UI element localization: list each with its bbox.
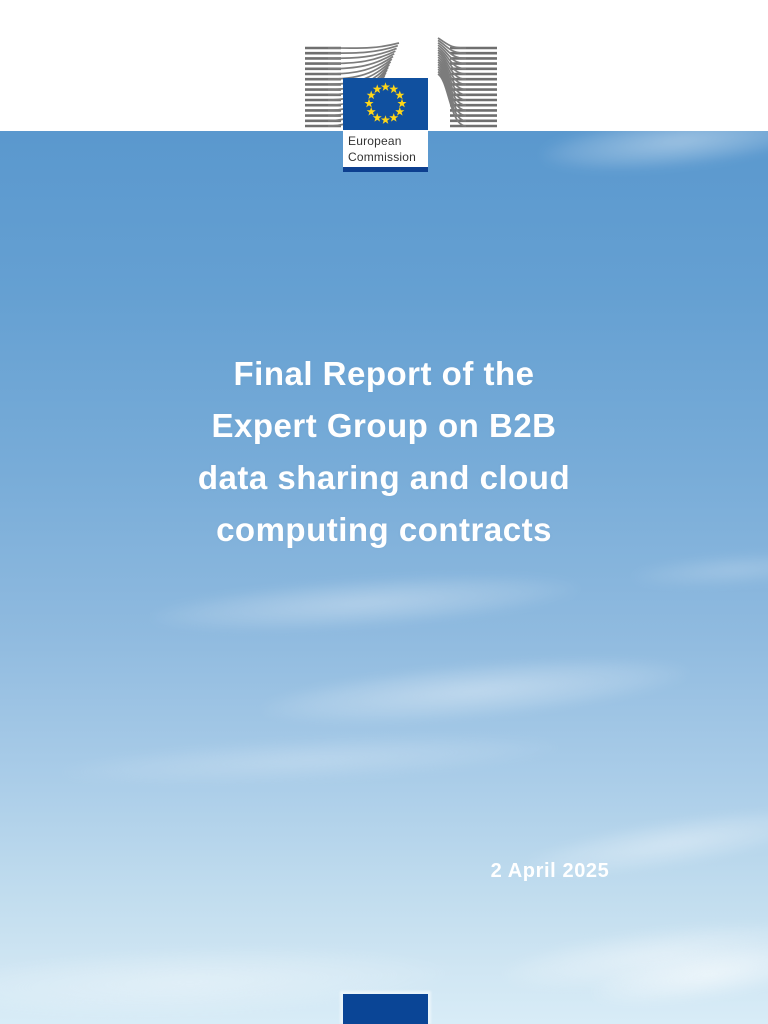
footer-blue-square [343, 994, 428, 1024]
berlaymont-building-sketch-icon [305, 37, 497, 128]
logo-wordmark: European Commission [343, 130, 428, 167]
title-line: computing contracts [216, 511, 552, 548]
title-line: Expert Group on B2B [211, 407, 557, 444]
publication-date: 2 April 2025 [490, 860, 610, 882]
logo-blue-bar [343, 167, 428, 172]
title-line: data sharing and cloud [197, 459, 571, 496]
title-line: Final Report of the [233, 355, 535, 392]
report-title: Final Report of the Expert Group on B2B … [0, 348, 768, 556]
logo-wordmark-line1: European [348, 134, 402, 148]
cloud-wisp [59, 726, 561, 794]
sky-background [0, 101, 768, 1024]
cloud-wisp [258, 646, 692, 736]
eu-flag-icon [343, 78, 428, 130]
cloud-wisp [148, 565, 582, 641]
logo-wordmark-line2: Commission [348, 149, 417, 164]
european-commission-logo: European Commission [343, 78, 428, 172]
